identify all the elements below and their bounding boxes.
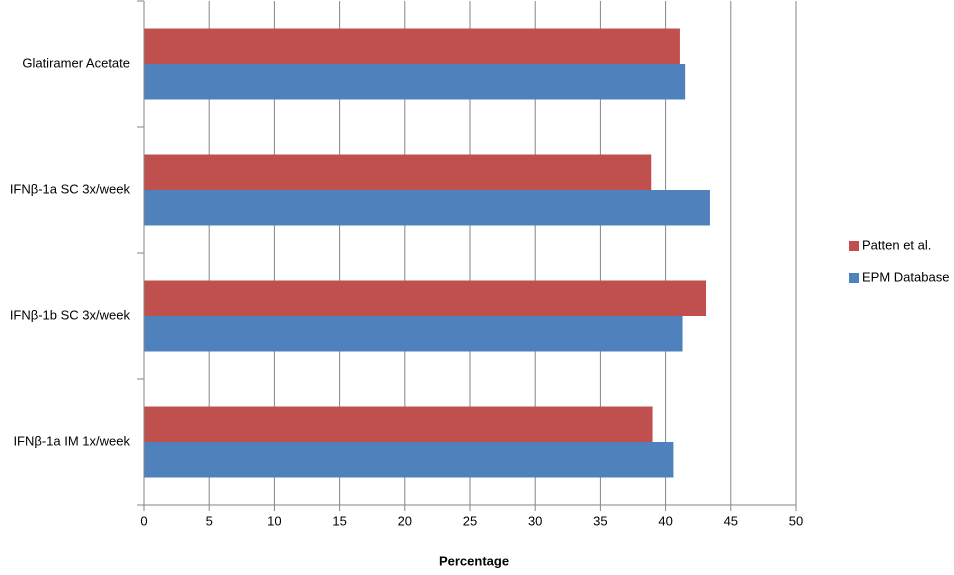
- bar: [144, 28, 680, 64]
- x-tick-label: 25: [463, 513, 477, 528]
- x-tick-label: 20: [398, 513, 412, 528]
- bar: [144, 316, 683, 352]
- bar: [144, 64, 686, 100]
- x-tick-label: 35: [593, 513, 607, 528]
- y-tick-label: Glatiramer Acetate: [22, 55, 130, 70]
- bar: [144, 154, 652, 190]
- x-tick-label: 0: [140, 513, 147, 528]
- x-tick-label: 15: [332, 513, 346, 528]
- x-tick-label: 5: [206, 513, 213, 528]
- x-tick-label: 40: [658, 513, 672, 528]
- bar: [144, 280, 707, 316]
- legend-swatch: [849, 241, 859, 251]
- legend-label: Patten et al.: [862, 237, 931, 252]
- x-tick-label: 10: [267, 513, 281, 528]
- bar: [144, 190, 710, 226]
- y-tick-label: IFNβ-1a SC 3x/week: [10, 181, 131, 196]
- x-tick-label: 45: [724, 513, 738, 528]
- y-tick-label: IFNβ-1a IM 1x/week: [13, 433, 130, 448]
- bar: [144, 442, 674, 478]
- y-tick-label: IFNβ-1b SC 3x/week: [10, 307, 131, 322]
- x-tick-label: 50: [789, 513, 803, 528]
- bar: [144, 406, 653, 442]
- legend-swatch: [849, 273, 859, 283]
- legend-label: EPM Database: [862, 269, 949, 284]
- x-tick-label: 30: [528, 513, 542, 528]
- x-axis-title: Percentage: [439, 553, 509, 568]
